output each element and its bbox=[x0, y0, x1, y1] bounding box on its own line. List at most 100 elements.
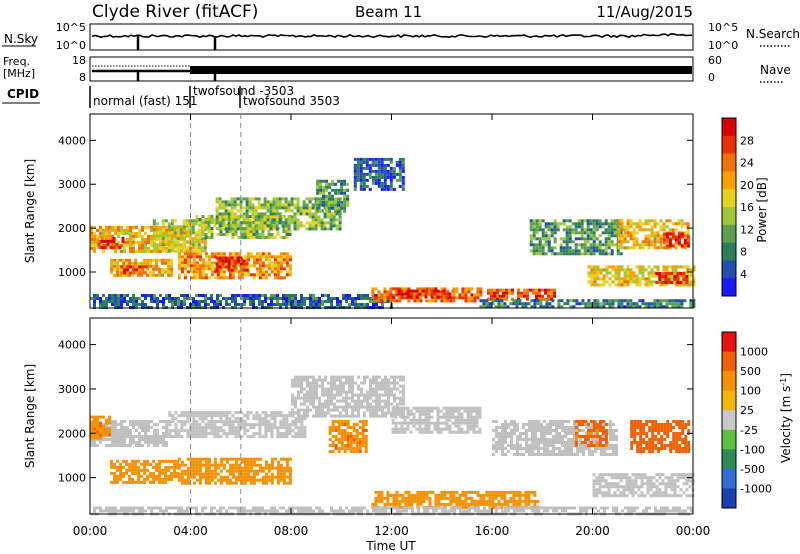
heat-cell bbox=[326, 215, 330, 219]
heat-cell bbox=[369, 414, 372, 418]
heat-cell bbox=[246, 264, 250, 268]
heat-cell bbox=[285, 258, 289, 262]
heat-cell bbox=[164, 261, 168, 265]
heat-cell bbox=[501, 426, 504, 429]
heat-cell bbox=[114, 423, 117, 426]
heat-cell bbox=[231, 423, 235, 427]
heat-cell bbox=[500, 299, 504, 303]
heat-cell bbox=[338, 224, 342, 228]
heat-cell bbox=[152, 480, 156, 484]
heat-cell bbox=[375, 414, 378, 418]
heat-cell bbox=[207, 224, 211, 227]
heat-cell bbox=[502, 294, 505, 298]
heat-cell bbox=[686, 244, 690, 248]
heat-cell bbox=[534, 420, 537, 423]
heat-cell bbox=[131, 477, 135, 481]
heat-cell bbox=[155, 465, 159, 469]
heat-cell bbox=[288, 432, 292, 436]
heat-cell bbox=[383, 172, 387, 176]
heat-cell bbox=[177, 429, 181, 433]
heat-cell bbox=[616, 249, 620, 253]
heat-cell bbox=[674, 241, 678, 245]
heat-cell bbox=[302, 206, 306, 210]
heat-cell bbox=[144, 438, 147, 441]
heat-cell bbox=[141, 249, 144, 253]
heat-cell bbox=[677, 265, 681, 269]
cpid-strip: CPID normal (fast) 151 twofsound -3503 t… bbox=[2, 84, 340, 108]
heat-cell bbox=[595, 228, 599, 232]
heat-cell bbox=[546, 444, 549, 447]
heat-cell bbox=[558, 435, 561, 438]
heat-cell bbox=[422, 293, 426, 297]
heat-cell bbox=[547, 291, 550, 295]
heat-cell bbox=[279, 252, 283, 256]
heat-cell bbox=[254, 197, 258, 201]
heat-cell bbox=[547, 234, 551, 238]
heat-cell bbox=[267, 414, 271, 418]
heat-cell bbox=[219, 435, 223, 439]
heat-cell bbox=[219, 270, 223, 274]
heat-cell bbox=[322, 179, 326, 183]
heat-cell bbox=[363, 414, 366, 418]
heat-cell bbox=[167, 273, 171, 277]
heat-cell bbox=[406, 412, 410, 416]
heat-cell bbox=[288, 233, 292, 236]
heat-cell bbox=[688, 473, 692, 477]
heat-cell bbox=[132, 240, 135, 244]
heat-cell bbox=[516, 438, 519, 441]
heat-cell bbox=[234, 432, 238, 436]
heat-cell bbox=[147, 294, 150, 297]
heat-cell bbox=[602, 274, 606, 278]
heat-cell bbox=[394, 406, 398, 410]
heat-cell bbox=[129, 225, 132, 229]
heat-cell bbox=[398, 169, 402, 173]
heat-cell bbox=[357, 396, 360, 400]
heat-cell bbox=[522, 447, 525, 450]
heat-cell bbox=[458, 296, 462, 300]
heat-cell bbox=[195, 264, 199, 268]
heat-cell bbox=[192, 300, 195, 303]
heat-cell bbox=[339, 405, 342, 409]
heat-cell bbox=[240, 420, 244, 424]
heat-cell bbox=[346, 188, 350, 192]
heat-cell bbox=[682, 275, 686, 278]
heat-cell bbox=[689, 271, 693, 275]
heat-cell bbox=[604, 237, 608, 241]
heat-cell bbox=[258, 264, 262, 268]
heat-cell bbox=[204, 417, 208, 421]
heat-cell bbox=[170, 231, 174, 235]
heat-cell bbox=[616, 488, 620, 492]
heat-cell bbox=[177, 435, 181, 439]
heat-cell bbox=[555, 447, 558, 450]
heat-cell bbox=[237, 417, 241, 421]
heat-cell bbox=[586, 249, 590, 253]
heat-cell bbox=[224, 259, 228, 263]
heat-cell bbox=[147, 237, 150, 241]
heat-cell bbox=[132, 297, 135, 300]
heat-cell bbox=[562, 237, 566, 241]
heat-cell bbox=[200, 246, 204, 250]
heat-cell bbox=[614, 268, 618, 272]
heat-cell bbox=[245, 212, 249, 216]
station-title: Clyde River (fitACF) bbox=[92, 2, 258, 22]
heat-cell bbox=[152, 474, 156, 478]
heat-cell bbox=[258, 420, 262, 424]
heat-cell bbox=[224, 215, 228, 219]
heat-cell bbox=[658, 473, 662, 477]
heat-cell bbox=[102, 231, 105, 235]
heat-cell bbox=[252, 236, 256, 239]
heat-cell bbox=[137, 465, 141, 469]
heat-cell bbox=[685, 275, 689, 278]
heat-cell bbox=[254, 224, 258, 228]
heat-cell bbox=[319, 182, 323, 186]
heat-cell bbox=[575, 299, 579, 303]
heat-cell bbox=[222, 273, 226, 277]
heat-cell bbox=[374, 160, 378, 164]
heat-cell bbox=[192, 255, 196, 259]
heat-cell bbox=[469, 412, 473, 416]
power-y-tick-label: 1000 bbox=[58, 266, 86, 279]
heat-cell bbox=[272, 215, 276, 219]
heat-cell bbox=[495, 432, 498, 435]
heat-cell bbox=[170, 237, 174, 241]
heat-cell bbox=[290, 215, 294, 219]
